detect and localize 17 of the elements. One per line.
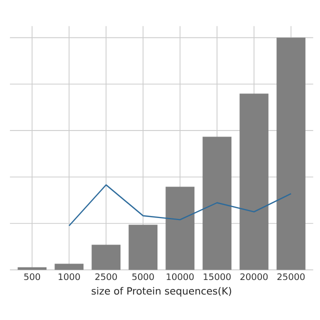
bar	[18, 267, 47, 270]
bar	[54, 264, 84, 270]
x-tick-label: 15000	[204, 273, 231, 280]
x-tick-label: 1000	[58, 273, 80, 280]
x-tick-label: 2500	[95, 273, 117, 280]
x-tick-label: 25000	[277, 273, 305, 280]
x-tick-label: 10000	[166, 273, 194, 280]
bar	[128, 224, 158, 270]
bar	[92, 244, 121, 270]
x-tick-label: 20000	[240, 273, 268, 280]
x-tick-label: 5000	[132, 273, 154, 280]
x-tick-label: 500	[24, 273, 40, 280]
bar	[202, 136, 232, 270]
bar	[240, 94, 268, 270]
x-axis-title: size of Protein sequences(K)	[92, 287, 232, 297]
bar	[276, 38, 306, 270]
bar	[166, 186, 194, 270]
